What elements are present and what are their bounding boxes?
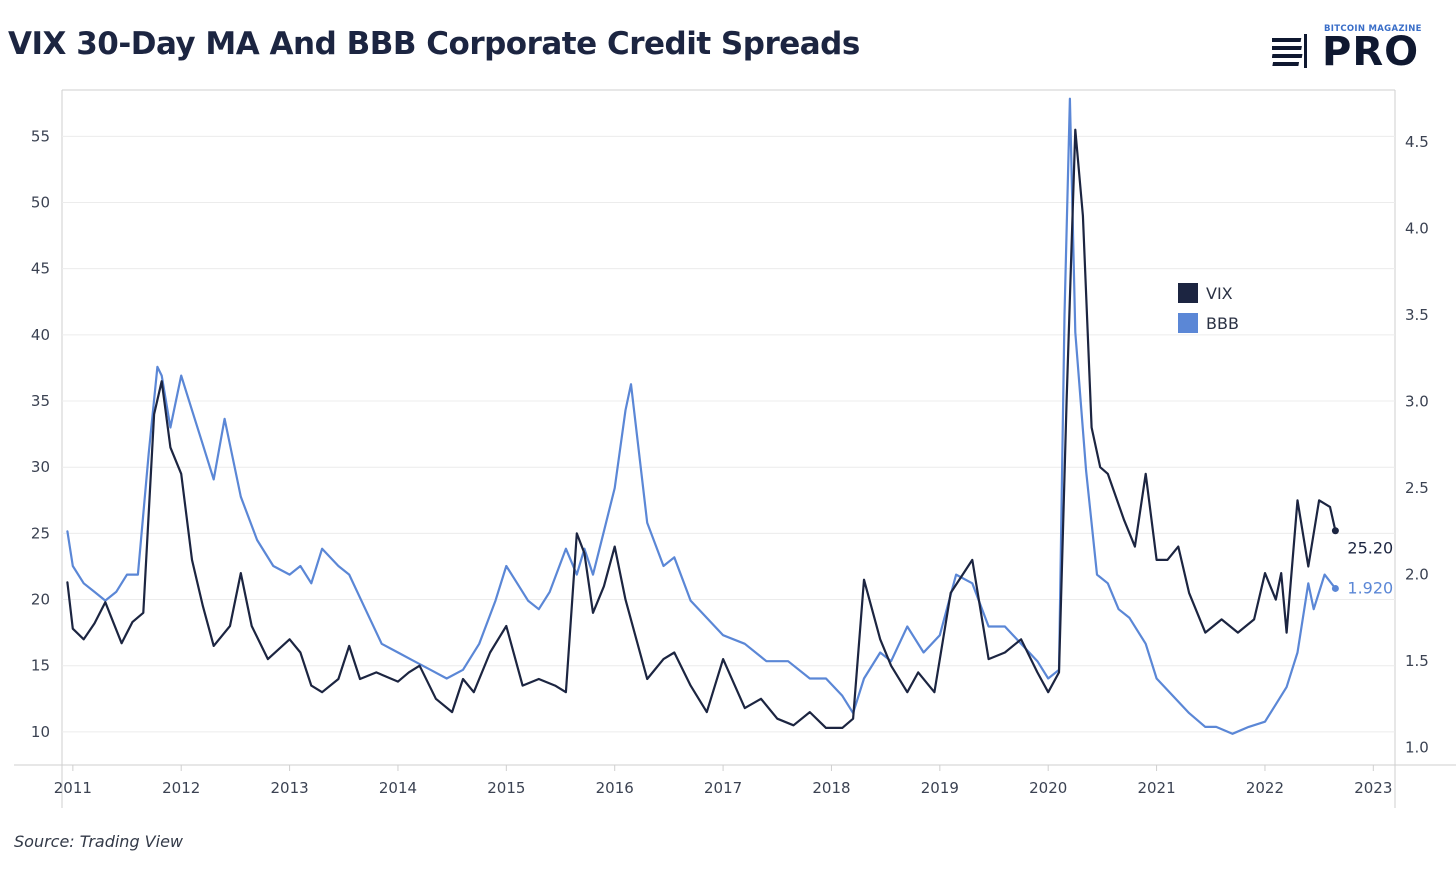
left-tick-label: 45 xyxy=(31,260,50,278)
right-tick-label: 2.5 xyxy=(1405,479,1429,497)
x-tick-label: 2020 xyxy=(1029,779,1067,797)
x-tick-label: 2019 xyxy=(921,779,959,797)
right-tick-label: 1.0 xyxy=(1405,739,1429,757)
x-tick-label: 2016 xyxy=(596,779,634,797)
right-tick-label: 1.5 xyxy=(1405,652,1429,670)
chart-title: VIX 30-Day MA And BBB Corporate Credit S… xyxy=(8,26,860,62)
legend-swatch-bbb xyxy=(1178,313,1198,333)
bbb-end-marker xyxy=(1331,584,1339,592)
left-tick-label: 30 xyxy=(31,458,50,476)
right-tick-label: 3.5 xyxy=(1405,306,1429,324)
legend-swatch-vix xyxy=(1178,283,1198,303)
left-tick-label: 35 xyxy=(31,392,50,410)
bbb-last-value: 1.920 xyxy=(1347,578,1393,597)
x-tick-label: 2015 xyxy=(487,779,525,797)
right-tick-label: 4.5 xyxy=(1405,133,1429,151)
brand-bars-icon xyxy=(1272,34,1307,68)
right-tick-label: 3.0 xyxy=(1405,393,1429,411)
left-tick-label: 55 xyxy=(31,127,50,145)
left-tick-label: 10 xyxy=(31,723,50,741)
right-tick-label: 2.0 xyxy=(1405,566,1429,584)
x-tick-label: 2023 xyxy=(1354,779,1392,797)
series-line-bbb xyxy=(66,97,1337,735)
legend-label-vix: VIX xyxy=(1206,284,1233,303)
x-tick-label: 2014 xyxy=(379,779,417,797)
left-tick-label: 20 xyxy=(31,591,50,609)
x-tick-label: 2022 xyxy=(1246,779,1284,797)
brand-big-text: PRO xyxy=(1322,29,1420,75)
series-line-vix xyxy=(66,128,1337,729)
source-note: Source: Trading View xyxy=(14,832,183,851)
x-tick-label: 2018 xyxy=(812,779,850,797)
x-tick-label: 2012 xyxy=(162,779,200,797)
left-tick-label: 40 xyxy=(31,326,50,344)
right-tick-label: 4.0 xyxy=(1405,219,1429,237)
x-tick-label: 2011 xyxy=(54,779,92,797)
legend-label-bbb: BBB xyxy=(1206,314,1239,333)
vix-last-value: 25.20 xyxy=(1347,539,1393,558)
x-tick-label: 2013 xyxy=(270,779,308,797)
left-tick-label: 15 xyxy=(31,657,50,675)
left-tick-label: 25 xyxy=(31,524,50,542)
left-tick-label: 50 xyxy=(31,194,50,212)
x-tick-label: 2021 xyxy=(1137,779,1175,797)
brand-logo: BITCOIN MAGAZINE PRO xyxy=(1272,24,1442,74)
x-tick-label: 2017 xyxy=(704,779,742,797)
brand-small-text: BITCOIN MAGAZINE xyxy=(1324,24,1422,34)
vix-end-marker xyxy=(1331,527,1339,535)
